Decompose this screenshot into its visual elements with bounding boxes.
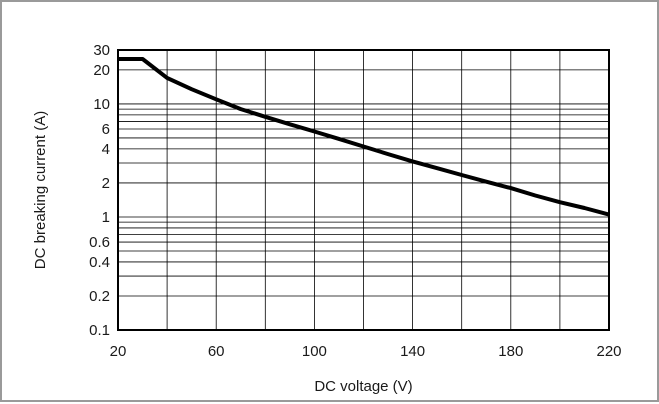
data-point: [388, 154, 389, 155]
data-point: [437, 168, 438, 169]
data-point: [289, 124, 290, 125]
y-tick-label: 0.2: [89, 288, 110, 305]
x-axis-title: DC voltage (V): [314, 378, 412, 395]
data-point: [510, 188, 511, 189]
data-point: [142, 58, 143, 59]
y-axis-title: DC breaking current (A): [32, 111, 49, 269]
y-tick-label: 10: [93, 96, 110, 113]
y-tick-label: 0.4: [89, 254, 110, 271]
y-tick-label: 2: [102, 175, 110, 192]
y-tick-label: 4: [102, 141, 110, 158]
data-point: [363, 146, 364, 147]
data-point: [486, 181, 487, 182]
x-tick-label: 20: [110, 343, 127, 360]
y-tick-label: 20: [93, 62, 110, 79]
x-tick-label: 60: [208, 343, 225, 360]
x-tick-label: 100: [302, 343, 327, 360]
data-point: [559, 202, 560, 203]
data-point: [314, 131, 315, 132]
data-point: [338, 138, 339, 139]
data-point: [216, 99, 217, 100]
grid-layer: [118, 50, 609, 330]
data-point: [240, 109, 241, 110]
data-point: [535, 195, 536, 196]
y-tick-label: 6: [102, 121, 110, 138]
y-tick-label: 0.1: [89, 322, 110, 339]
data-point: [265, 116, 266, 117]
x-tick-label: 140: [400, 343, 425, 360]
y-tick-label: 1: [102, 209, 110, 226]
data-point: [584, 208, 585, 209]
y-tick-label: 0.6: [89, 234, 110, 251]
y-tick-label: 30: [93, 42, 110, 59]
x-tick-label: 180: [498, 343, 523, 360]
tick-layer: 0.1 0.2 0.4 0.6 1 2 4 6 10 20 30 20 60 100 140 180 220: [89, 42, 621, 360]
data-point: [167, 77, 168, 78]
data-point: [461, 175, 462, 176]
x-tick-label: 220: [596, 343, 621, 360]
data-point: [191, 89, 192, 90]
data-point: [412, 161, 413, 162]
